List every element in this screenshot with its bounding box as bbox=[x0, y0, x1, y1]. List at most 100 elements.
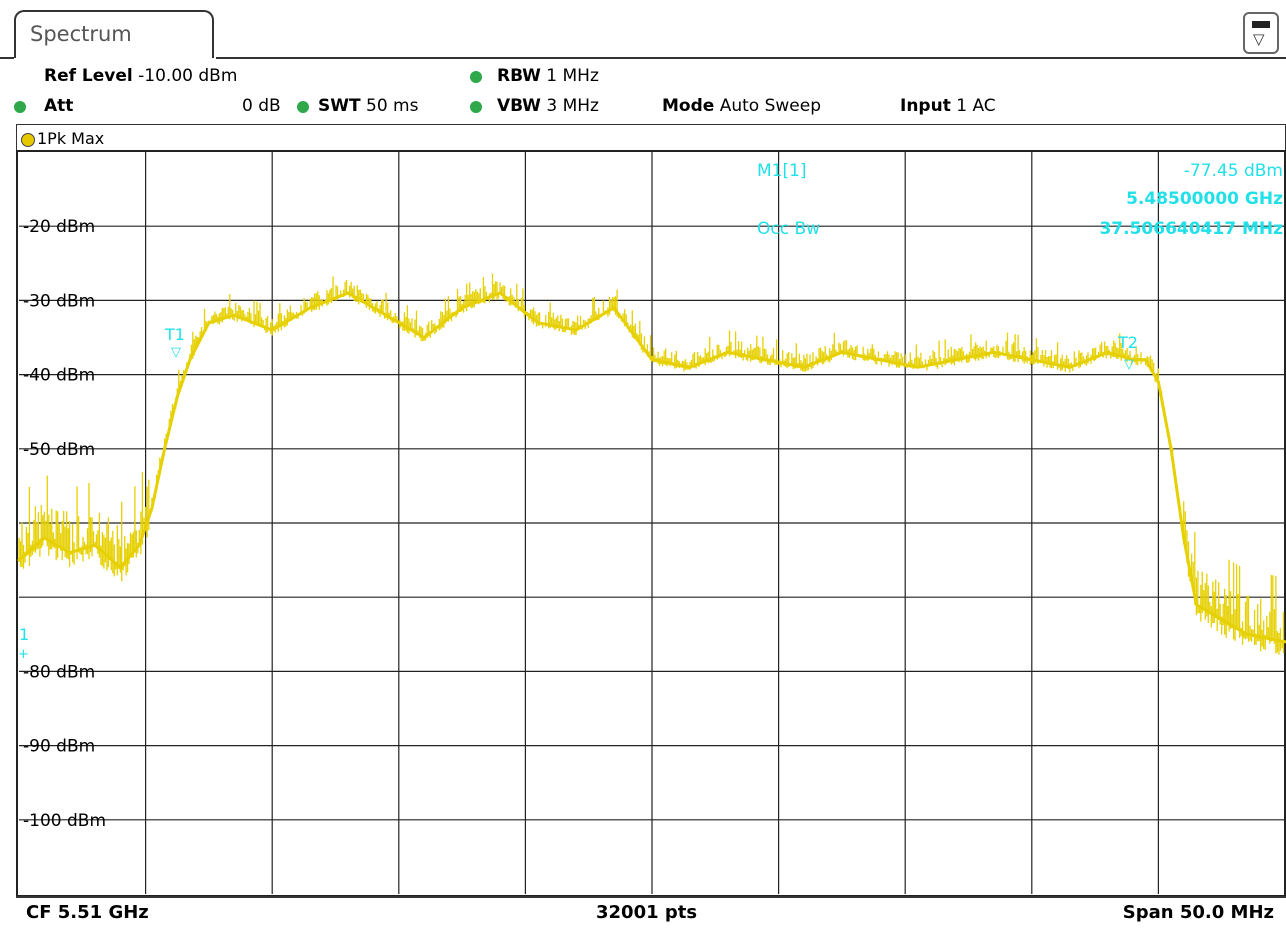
trace-point bbox=[233, 314, 236, 317]
trace-point bbox=[163, 447, 166, 450]
vbw-value: 3 MHz bbox=[546, 96, 599, 116]
trace-point bbox=[93, 544, 96, 547]
trace-point bbox=[423, 336, 426, 339]
y-tick-label: -20 dBm bbox=[23, 217, 95, 237]
m1-marker[interactable]: 1 bbox=[19, 625, 29, 644]
trace-point bbox=[138, 544, 141, 547]
trace-point bbox=[1144, 358, 1147, 361]
header-divider bbox=[0, 57, 14, 59]
trace-point bbox=[461, 306, 464, 309]
y-tick-label: -100 dBm bbox=[23, 811, 106, 831]
trace-point bbox=[537, 321, 540, 324]
mode-value: Auto Sweep bbox=[720, 96, 821, 116]
trace-label: 1Pk Max bbox=[37, 129, 104, 148]
m1-label: M1[1] bbox=[757, 161, 807, 181]
vbw: VBW 3 MHz bbox=[497, 96, 599, 116]
trace-point bbox=[347, 291, 350, 294]
rbw: RBW 1 MHz bbox=[497, 66, 599, 86]
rbw-status-icon bbox=[470, 71, 482, 83]
trace-point bbox=[1195, 603, 1198, 606]
tab-spectrum[interactable]: Spectrum bbox=[14, 10, 214, 58]
spectrum-diagram[interactable]: -20 dBm -30 dBm -40 dBm -50 dBm -80 dBm -90 d… bbox=[0, 150, 1286, 896]
trace-point bbox=[43, 536, 46, 539]
sweep-points: 32001 pts bbox=[596, 902, 697, 923]
m1-level: -77.45 dBm bbox=[1184, 161, 1283, 181]
input-label: Input bbox=[900, 96, 951, 116]
att-value: 0 dB bbox=[242, 96, 281, 116]
occ-bw-label: Occ Bw bbox=[757, 219, 820, 239]
t2-marker[interactable]: T2 bbox=[1117, 333, 1138, 352]
trace-point bbox=[1157, 381, 1160, 384]
t1-marker-icon: ▽ bbox=[171, 345, 181, 360]
trace-point bbox=[271, 329, 274, 332]
trace-point bbox=[188, 358, 191, 361]
span: Span 50.0 MHz bbox=[1123, 902, 1274, 923]
trace-point bbox=[992, 351, 995, 354]
trace-point bbox=[119, 566, 122, 569]
trace-point bbox=[840, 351, 843, 354]
rbw-value: 1 MHz bbox=[546, 66, 599, 86]
trace-point bbox=[954, 358, 957, 361]
header-divider-right bbox=[216, 57, 1286, 59]
trace-point bbox=[613, 306, 616, 309]
trace-point bbox=[1030, 358, 1033, 361]
y-tick-label: -90 dBm bbox=[23, 737, 95, 757]
vbw-status-icon bbox=[470, 101, 482, 113]
trace-point bbox=[150, 507, 153, 510]
input-value: 1 AC bbox=[956, 96, 995, 116]
trace-point bbox=[176, 395, 179, 398]
trace-point bbox=[726, 351, 729, 354]
swt-value: 50 ms bbox=[366, 96, 418, 116]
ref-level: Ref Level -10.00 dBm bbox=[44, 66, 237, 86]
y-tick-label: -30 dBm bbox=[23, 291, 95, 311]
trace-point bbox=[1106, 351, 1109, 354]
trace-point bbox=[1068, 366, 1071, 369]
footer: CF 5.51 GHz 32001 pts Span 50.0 MHz bbox=[16, 896, 1286, 929]
trace-point bbox=[764, 358, 767, 361]
trace-point bbox=[207, 321, 210, 324]
trace-point bbox=[651, 358, 654, 361]
t1-marker[interactable]: T1 bbox=[164, 325, 185, 344]
m1-freq: 5.48500000 GHz bbox=[1126, 189, 1283, 209]
center-frequency: CF 5.51 GHz bbox=[26, 902, 149, 923]
input: Input 1 AC bbox=[900, 96, 996, 116]
mode-label: Mode bbox=[662, 96, 714, 116]
trace-point bbox=[916, 366, 919, 369]
battery-icon bbox=[1252, 21, 1270, 28]
menu-icon[interactable]: ▽ bbox=[1243, 12, 1279, 54]
ref-level-label: Ref Level bbox=[44, 66, 133, 86]
trace-point bbox=[802, 366, 805, 369]
occ-bw-value: 37.506640417 MHz bbox=[1099, 219, 1283, 239]
trace-point bbox=[1182, 536, 1185, 539]
trace-point bbox=[575, 329, 578, 332]
trace-point bbox=[499, 291, 502, 294]
vbw-label: VBW bbox=[497, 96, 541, 116]
trace-point bbox=[309, 306, 312, 309]
tab-spectrum-label: Spectrum bbox=[30, 22, 132, 46]
ref-level-value: -10.00 dBm bbox=[138, 66, 237, 86]
trace-indicator-icon bbox=[21, 133, 35, 147]
mode: Mode Auto Sweep bbox=[662, 96, 821, 116]
trace-point bbox=[68, 551, 71, 554]
trace-point bbox=[1170, 447, 1173, 450]
y-tick-label: -40 dBm bbox=[23, 366, 95, 386]
swt-status-icon bbox=[297, 101, 309, 113]
trace-point bbox=[1246, 633, 1249, 636]
trace-label-bar: 1Pk Max bbox=[16, 124, 1286, 152]
rbw-label: RBW bbox=[497, 66, 541, 86]
att: Att bbox=[44, 96, 73, 116]
swt-label: SWT bbox=[318, 96, 361, 116]
att-label: Att bbox=[44, 96, 73, 116]
m1-marker-icon: + bbox=[18, 647, 29, 662]
chevron-down-icon: ▽ bbox=[1253, 32, 1265, 47]
t2-marker-icon: ▽ bbox=[1124, 357, 1134, 372]
swt: SWT 50 ms bbox=[318, 96, 418, 116]
trace-point bbox=[18, 559, 21, 562]
y-tick-label: -80 dBm bbox=[23, 662, 95, 682]
att-status-icon bbox=[14, 101, 26, 113]
trace-point bbox=[385, 314, 388, 317]
trace-point bbox=[688, 366, 691, 369]
trace-point bbox=[1220, 618, 1223, 621]
y-tick-label: -50 dBm bbox=[23, 440, 95, 460]
trace-point bbox=[878, 358, 881, 361]
